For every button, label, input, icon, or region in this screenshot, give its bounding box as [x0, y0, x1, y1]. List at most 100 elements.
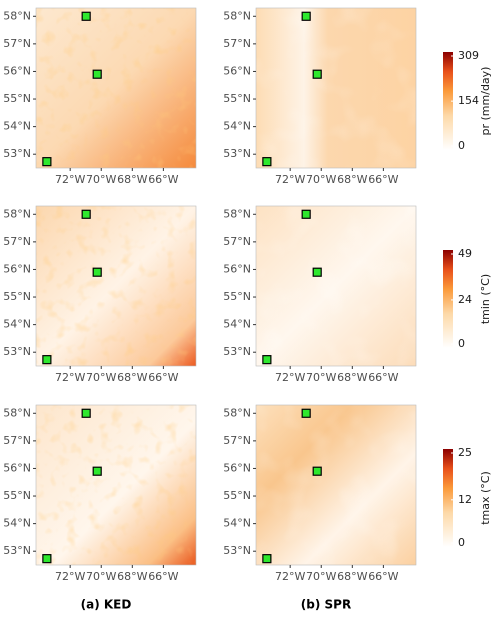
lon-label: 66°W: [148, 173, 178, 186]
lat-label: 54°N: [3, 517, 31, 530]
lon-label: 68°W: [117, 371, 147, 384]
lat-label: 58°N: [223, 207, 251, 220]
lat-label: 55°N: [3, 489, 31, 502]
colorbar: [443, 250, 453, 348]
lat-label: 56°N: [223, 262, 251, 275]
station: [92, 466, 102, 476]
lon-label: 72°W: [275, 173, 305, 186]
lat-label: 56°N: [223, 64, 251, 77]
map-frame: [255, 205, 417, 367]
colorbar-label: 24: [458, 293, 472, 306]
lon-label: 70°W: [86, 570, 116, 583]
lon-label: 70°W: [306, 371, 336, 384]
colorbar: [443, 449, 453, 547]
lat-label: 57°N: [223, 37, 251, 50]
lon-label: 66°W: [368, 570, 398, 583]
texture: [36, 405, 196, 565]
variable-label: tmax (°C): [479, 471, 492, 525]
lat-label: 55°N: [3, 290, 31, 303]
station: [92, 69, 102, 79]
colorbar-label: 25: [458, 446, 472, 459]
station: [42, 554, 52, 564]
station: [262, 355, 272, 365]
station: [81, 209, 91, 219]
lat-label: 53°N: [223, 147, 251, 160]
lat-label: 56°N: [223, 461, 251, 474]
station: [312, 466, 322, 476]
lat-label: 56°N: [3, 461, 31, 474]
lat-label: 53°N: [223, 544, 251, 557]
lat-label: 58°N: [223, 406, 251, 419]
lon-label: 72°W: [55, 371, 85, 384]
lon-label: 70°W: [86, 173, 116, 186]
station: [301, 408, 311, 418]
station: [262, 157, 272, 167]
lon-label: 68°W: [337, 570, 367, 583]
colorbar-label: 309: [458, 49, 479, 62]
lon-label: 72°W: [275, 570, 305, 583]
map-frame: [35, 7, 197, 169]
station: [262, 554, 272, 564]
lat-label: 55°N: [223, 92, 251, 105]
map-frame: [35, 404, 197, 566]
lon-label: 66°W: [148, 371, 178, 384]
station: [301, 11, 311, 21]
lon-label: 68°W: [117, 173, 147, 186]
lat-label: 57°N: [3, 434, 31, 447]
station: [81, 11, 91, 21]
lon-label: 70°W: [306, 173, 336, 186]
lon-label: 70°W: [86, 371, 116, 384]
colorbar-label: 154: [458, 94, 479, 107]
lat-label: 58°N: [3, 207, 31, 220]
colorbar-label: 12: [458, 493, 472, 506]
lat-label: 57°N: [3, 37, 31, 50]
lon-label: 68°W: [117, 570, 147, 583]
lat-label: 57°N: [223, 434, 251, 447]
texture: [36, 8, 196, 168]
texture: [256, 8, 416, 168]
colorbar-label: 49: [458, 247, 472, 260]
lon-label: 66°W: [148, 570, 178, 583]
lat-label: 54°N: [223, 517, 251, 530]
lat-label: 55°N: [3, 92, 31, 105]
station: [92, 267, 102, 277]
lat-label: 56°N: [3, 262, 31, 275]
lat-label: 53°N: [3, 345, 31, 358]
lat-label: 54°N: [223, 318, 251, 331]
station: [42, 355, 52, 365]
texture: [256, 206, 416, 366]
lat-label: 54°N: [223, 120, 251, 133]
station: [312, 267, 322, 277]
station: [301, 209, 311, 219]
lat-label: 54°N: [3, 318, 31, 331]
lat-label: 53°N: [223, 345, 251, 358]
lat-label: 57°N: [3, 235, 31, 248]
colorbar: [443, 52, 453, 150]
colorbar-label: 0: [458, 139, 465, 152]
texture: [256, 405, 416, 565]
map-frame: [35, 205, 197, 367]
lat-label: 53°N: [3, 147, 31, 160]
lon-label: 68°W: [337, 371, 367, 384]
lon-label: 72°W: [55, 570, 85, 583]
texture: [36, 206, 196, 366]
lon-label: 72°W: [55, 173, 85, 186]
map-frame: [255, 7, 417, 169]
colorbar-label: 0: [458, 536, 465, 549]
panel-caption: (a) KED: [81, 598, 132, 612]
station: [312, 69, 322, 79]
lon-label: 70°W: [306, 570, 336, 583]
lon-label: 68°W: [337, 173, 367, 186]
lat-label: 58°N: [3, 9, 31, 22]
station: [81, 408, 91, 418]
lon-label: 66°W: [368, 173, 398, 186]
lat-label: 57°N: [223, 235, 251, 248]
panel-caption: (b) SPR: [301, 598, 351, 612]
variable-label: pr (mm/day): [479, 67, 492, 136]
lat-label: 55°N: [223, 489, 251, 502]
lat-label: 58°N: [223, 9, 251, 22]
lon-label: 72°W: [275, 371, 305, 384]
lon-label: 66°W: [368, 371, 398, 384]
